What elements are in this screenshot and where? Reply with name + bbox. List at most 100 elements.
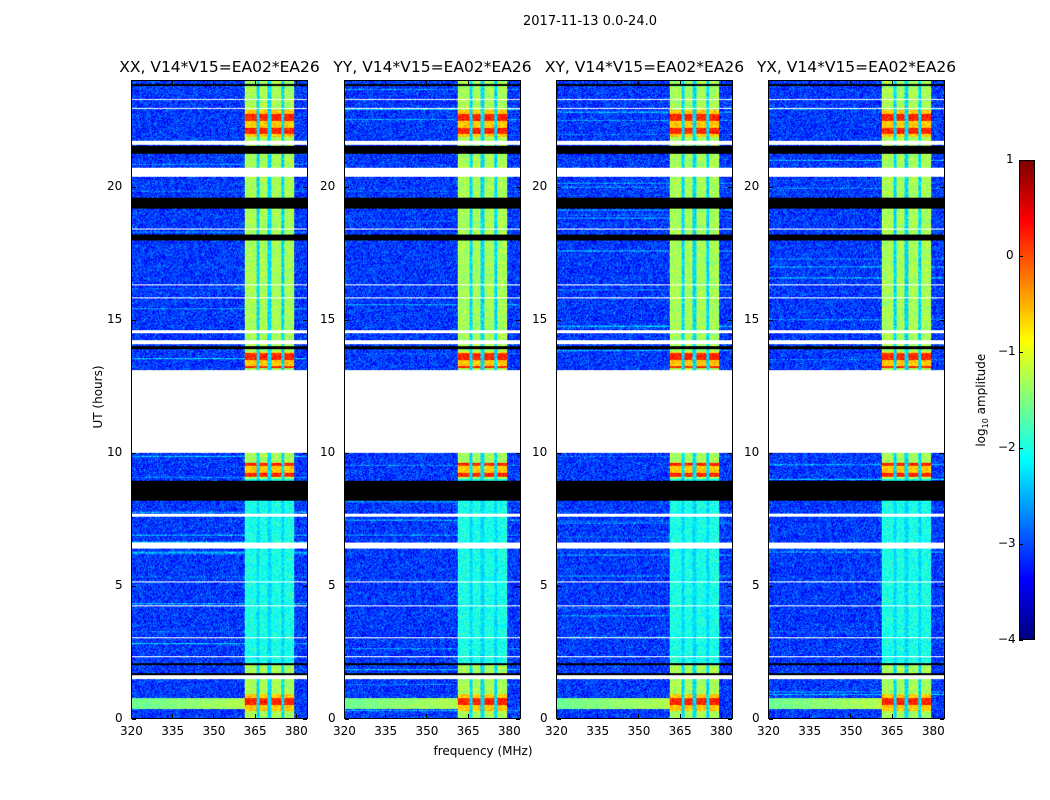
y-axis-label: UT (hours) bbox=[91, 365, 105, 429]
spectrogram-panel bbox=[131, 80, 308, 719]
x-tick-label: 335 bbox=[798, 724, 822, 738]
figure-title: 2017-11-13 0.0-24.0 bbox=[523, 14, 657, 29]
x-tick-mark bbox=[426, 714, 428, 718]
x-tick-label: 350 bbox=[839, 724, 863, 738]
spectrogram-image bbox=[557, 81, 732, 718]
y-tick-mark bbox=[728, 719, 732, 720]
x-tick-mark bbox=[385, 81, 387, 85]
y-tick-label: 0 bbox=[540, 711, 548, 725]
x-tick-mark bbox=[213, 81, 215, 85]
x-tick-mark bbox=[344, 714, 345, 718]
colorbar-tick-mark bbox=[1019, 352, 1023, 353]
y-tick-mark bbox=[132, 719, 136, 720]
x-tick-label: 320 bbox=[120, 724, 143, 738]
x-tick-mark bbox=[172, 81, 174, 85]
x-tick-mark bbox=[932, 81, 934, 85]
y-tick-label: 10 bbox=[532, 444, 548, 459]
x-tick-mark bbox=[295, 81, 297, 85]
colorbar-tick-mark bbox=[1019, 256, 1023, 257]
colorbar-tick-mark bbox=[1019, 448, 1023, 449]
x-tick-mark bbox=[385, 714, 387, 718]
y-tick-mark bbox=[303, 319, 307, 321]
y-tick-mark bbox=[940, 585, 944, 587]
y-tick-label: 20 bbox=[532, 178, 548, 193]
x-tick-label: 365 bbox=[243, 724, 267, 738]
x-tick-mark bbox=[508, 81, 510, 85]
y-tick-mark bbox=[303, 186, 307, 188]
x-tick-label: 320 bbox=[545, 724, 568, 738]
y-tick-mark bbox=[303, 719, 307, 720]
y-tick-mark bbox=[940, 186, 944, 188]
y-tick-mark bbox=[940, 319, 944, 321]
x-tick-mark bbox=[809, 714, 811, 718]
panel-title: YY, V14*V15=EA02*EA26 bbox=[333, 58, 532, 76]
y-tick-mark bbox=[132, 452, 136, 454]
y-tick-mark bbox=[728, 452, 732, 454]
y-tick-mark bbox=[769, 452, 773, 454]
x-tick-mark bbox=[295, 714, 297, 718]
y-tick-label: 15 bbox=[744, 311, 760, 326]
y-tick-mark bbox=[132, 319, 136, 321]
y-tick-mark bbox=[940, 719, 944, 720]
x-tick-mark bbox=[638, 714, 640, 718]
y-tick-label: 20 bbox=[744, 178, 760, 193]
y-tick-label: 0 bbox=[752, 711, 760, 725]
y-tick-label: 15 bbox=[320, 311, 336, 326]
y-tick-mark bbox=[728, 186, 732, 188]
spectrogram-panel bbox=[556, 80, 733, 719]
x-tick-label: 350 bbox=[415, 724, 439, 738]
x-tick-label: 335 bbox=[586, 724, 610, 738]
spectrogram-panel bbox=[344, 80, 521, 719]
y-tick-mark bbox=[728, 585, 732, 587]
y-tick-label: 15 bbox=[532, 311, 548, 326]
colorbar-label: log10 amplitude bbox=[973, 353, 991, 447]
y-tick-mark bbox=[516, 585, 520, 587]
panel-title: XY, V14*V15=EA02*EA26 bbox=[544, 58, 745, 76]
panel-title: YX, V14*V15=EA02*EA26 bbox=[756, 58, 957, 76]
x-tick-mark bbox=[508, 714, 510, 718]
spectrogram-image bbox=[769, 81, 944, 718]
y-tick-label: 20 bbox=[107, 178, 123, 193]
x-tick-mark bbox=[891, 81, 893, 85]
x-tick-label: 365 bbox=[880, 724, 904, 738]
x-tick-label: 335 bbox=[374, 724, 398, 738]
spectrogram-panel bbox=[768, 80, 945, 719]
x-tick-label: 365 bbox=[668, 724, 692, 738]
y-tick-label: 5 bbox=[540, 577, 548, 592]
y-tick-mark bbox=[345, 585, 349, 587]
x-tick-mark bbox=[254, 714, 256, 718]
colorbar-tick-label: −3 bbox=[998, 536, 1016, 550]
y-tick-mark bbox=[345, 719, 349, 720]
y-tick-mark bbox=[940, 452, 944, 454]
y-tick-mark bbox=[303, 585, 307, 587]
colorbar-tick-mark bbox=[1019, 544, 1023, 545]
x-tick-mark bbox=[638, 81, 640, 85]
y-tick-mark bbox=[769, 585, 773, 587]
x-tick-mark bbox=[809, 81, 811, 85]
x-tick-mark bbox=[597, 714, 599, 718]
x-tick-mark bbox=[467, 714, 469, 718]
x-tick-mark bbox=[556, 81, 557, 85]
x-tick-label: 350 bbox=[627, 724, 651, 738]
x-tick-mark bbox=[679, 81, 681, 85]
x-tick-mark bbox=[131, 714, 132, 718]
y-tick-mark bbox=[516, 719, 520, 720]
y-tick-mark bbox=[132, 186, 136, 188]
colorbar-tick-label: −1 bbox=[998, 344, 1016, 358]
x-tick-mark bbox=[850, 714, 852, 718]
y-tick-mark bbox=[557, 319, 561, 321]
x-tick-label: 320 bbox=[333, 724, 356, 738]
x-tick-mark bbox=[556, 714, 557, 718]
panel-title: XX, V14*V15=EA02*EA26 bbox=[119, 58, 320, 76]
x-tick-mark bbox=[344, 81, 345, 85]
y-tick-mark bbox=[345, 452, 349, 454]
x-tick-label: 380 bbox=[284, 724, 308, 738]
y-tick-mark bbox=[769, 186, 773, 188]
y-tick-mark bbox=[345, 319, 349, 321]
y-tick-label: 0 bbox=[115, 711, 123, 725]
y-tick-label: 5 bbox=[115, 577, 123, 592]
x-tick-label: 365 bbox=[456, 724, 480, 738]
x-tick-mark bbox=[768, 714, 769, 718]
x-tick-mark bbox=[850, 81, 852, 85]
y-tick-mark bbox=[516, 186, 520, 188]
